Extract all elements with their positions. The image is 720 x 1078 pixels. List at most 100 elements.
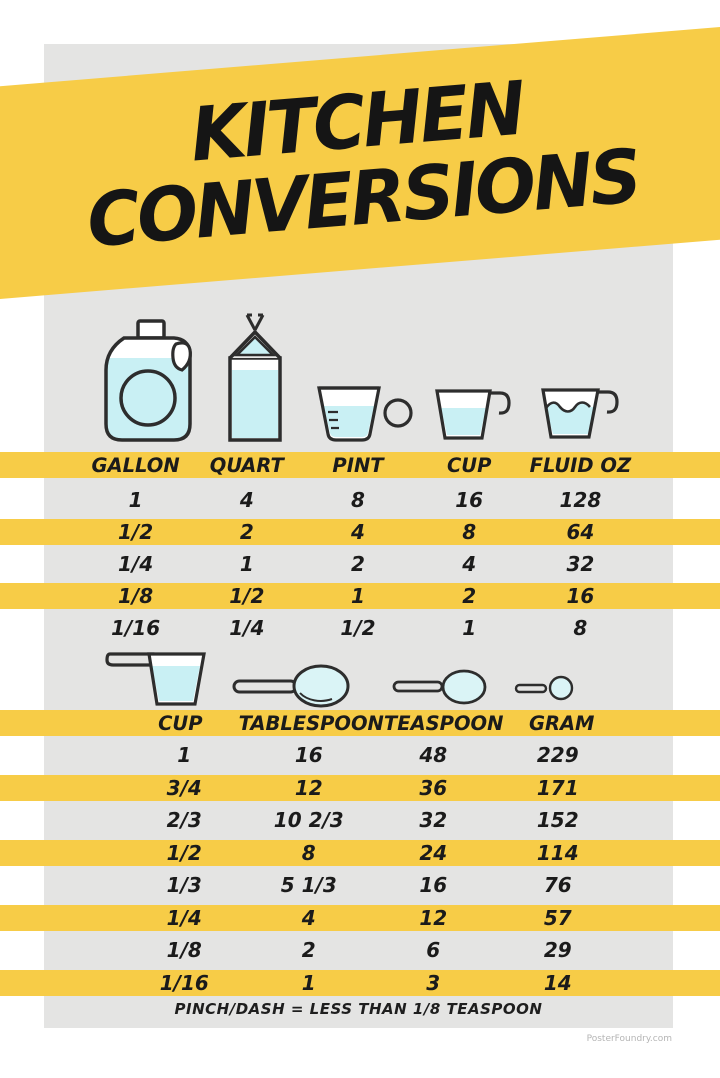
row-stripe	[0, 840, 720, 866]
row-stripe	[0, 583, 720, 609]
table1-header-stripe	[0, 452, 720, 478]
cell: 2	[301, 938, 316, 963]
cell: 12	[419, 905, 448, 930]
cell: 32	[566, 552, 595, 576]
cell: 12	[294, 775, 323, 800]
row-stripe	[0, 905, 720, 931]
cell: 57	[543, 905, 572, 930]
col-header-quart: QUART	[209, 453, 284, 477]
cell: 4	[351, 520, 365, 544]
cell: 4	[239, 488, 254, 512]
cell: 1/4	[166, 905, 202, 930]
cell: 1/2	[166, 840, 202, 865]
cell: 3/4	[166, 775, 202, 800]
table2-header-stripe	[0, 710, 720, 736]
table-row: 1/8 1/2 1 2 16	[80, 580, 636, 612]
cup-icon	[434, 386, 514, 444]
gallon-jug-icon	[94, 318, 210, 444]
table-row: 1/8 2 6 29	[122, 934, 620, 967]
cell: 8	[462, 520, 477, 544]
cell: 2	[462, 584, 477, 608]
cell: 32	[419, 808, 448, 833]
col-header-tablespoon: TABLESPOON	[238, 711, 384, 735]
cell: 6	[426, 938, 441, 963]
col-header-gram: GRAM	[528, 711, 595, 735]
col-header-teaspoon: TEASPOON	[383, 711, 504, 735]
cell: 4	[301, 905, 316, 930]
cell: 48	[419, 743, 448, 768]
table-row: 1 16 48 229	[122, 739, 620, 772]
cell: 2/3	[166, 808, 202, 833]
row-stripe	[0, 519, 720, 545]
cell: 1/8	[166, 938, 202, 963]
cell: 1/16	[111, 616, 161, 640]
cell: 36	[419, 775, 448, 800]
cup-table-header: CUP TABLESPOON TEASPOON GRAM	[122, 710, 620, 736]
cell: 16	[419, 873, 448, 898]
measuring-cup-icon	[104, 650, 218, 708]
cell: 229	[536, 743, 579, 768]
cell: 5 1/3	[280, 873, 337, 898]
cell: 4	[462, 552, 477, 576]
cell: 1/2	[229, 584, 265, 608]
cell: 1/4	[229, 616, 265, 640]
table-row: 1/3 5 1/3 16 76	[122, 869, 620, 902]
table-row: 1/16 1 3 14	[122, 967, 620, 1000]
cell: 1	[239, 552, 254, 576]
row-stripe	[0, 970, 720, 996]
cell: 2	[351, 552, 365, 576]
table-row: 1/2 2 4 8 64	[80, 516, 636, 548]
teaspoon-icon	[392, 668, 488, 706]
table-row: 2/3 10 2/3 32 152	[122, 804, 620, 837]
cell: 152	[536, 808, 579, 833]
cell: 64	[566, 520, 595, 544]
tablespoon-icon	[232, 664, 352, 708]
cell: 8	[351, 488, 365, 512]
cup-spoon-gram-table: CUP TABLESPOON TEASPOON GRAM 1 16 48 229…	[122, 710, 620, 999]
cell: 1	[301, 970, 316, 995]
cell: 14	[543, 970, 572, 995]
table-row: 1/4 4 12 57	[122, 902, 620, 935]
cell: 171	[536, 775, 579, 800]
cell: 1	[128, 488, 143, 512]
cell: 8	[573, 616, 588, 640]
cell: 1	[462, 616, 477, 640]
cell: 1/2	[118, 520, 154, 544]
cell: 16	[566, 584, 595, 608]
cell: 1	[351, 584, 365, 608]
fluid-oz-cup-icon	[540, 384, 622, 444]
cell: 3	[426, 970, 441, 995]
poster-credit: PosterFoundry.com	[586, 1034, 672, 1044]
cell: 1	[177, 743, 192, 768]
quart-carton-icon	[222, 312, 288, 444]
cell: 24	[419, 840, 448, 865]
cell: 29	[543, 938, 572, 963]
row-stripe	[0, 775, 720, 801]
cell: 1/2	[340, 616, 376, 640]
col-header-fluid-oz: FLUID OZ	[529, 453, 632, 477]
table-row: 1/2 8 24 114	[122, 837, 620, 870]
table-row: 1/16 1/4 1/2 1 8	[80, 612, 636, 644]
cell: 128	[559, 488, 602, 512]
cell: 1/4	[118, 552, 154, 576]
cell: 2	[239, 520, 254, 544]
volume-table-header: GALLON QUART PINT CUP FLUID OZ	[80, 452, 636, 478]
cell: 76	[543, 873, 572, 898]
col-header-gallon: GALLON	[91, 453, 180, 477]
cell: 114	[536, 840, 579, 865]
table-row: 1 4 8 16 128	[80, 484, 636, 516]
cell: 10 2/3	[273, 808, 344, 833]
table-row: 3/4 12 36 171	[122, 772, 620, 805]
col-header-cup: CUP	[446, 453, 492, 477]
cell: 1/8	[118, 584, 154, 608]
pint-measuring-cup-icon	[316, 382, 414, 444]
cell: 16	[455, 488, 484, 512]
cell: 8	[301, 840, 316, 865]
col-header-pint: PINT	[332, 453, 384, 477]
volume-conversion-table: GALLON QUART PINT CUP FLUID OZ 1 4 8 16 …	[80, 452, 636, 644]
table-row: 1/4 1 2 4 32	[80, 548, 636, 580]
pinch-dash-note: PINCH/DASH = LESS THAN 1/8 TEASPOON	[174, 1000, 543, 1018]
cell: 1/16	[159, 970, 209, 995]
cell: 16	[294, 743, 323, 768]
